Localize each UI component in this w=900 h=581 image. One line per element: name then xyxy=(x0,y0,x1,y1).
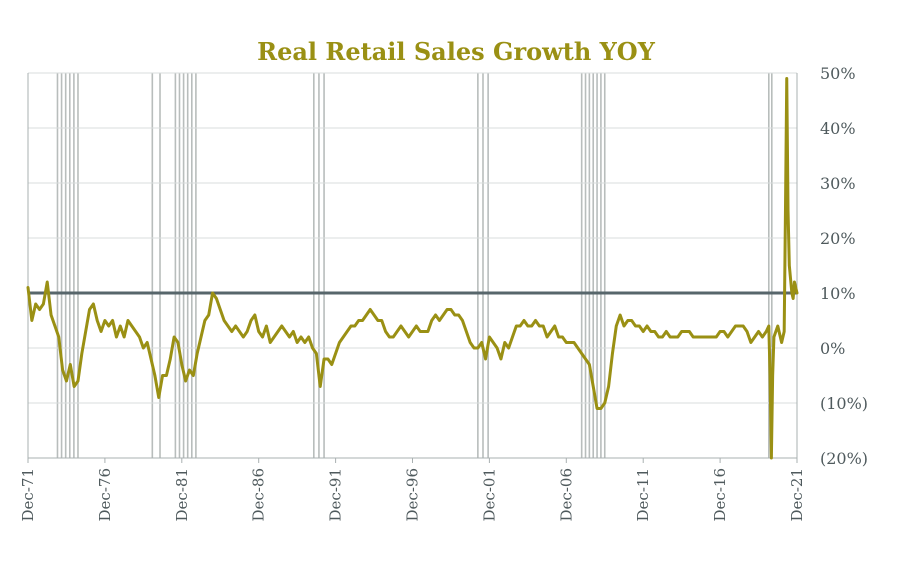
recession-band xyxy=(477,73,489,458)
y-tick-label: (20%) xyxy=(820,449,868,468)
recession-band xyxy=(313,73,325,458)
x-tick-label: Dec-86 xyxy=(250,468,268,521)
x-tick-label: Dec-71 xyxy=(19,468,37,521)
recession-band xyxy=(56,73,79,458)
y-tick-label: 0% xyxy=(820,339,845,358)
series-group xyxy=(26,77,799,460)
x-tick-label: Dec-76 xyxy=(96,468,114,521)
x-axis-ticks: Dec-71 Dec-76 Dec-81 Dec-86 Dec-91 Dec-96 Dec-… xyxy=(19,458,806,521)
y-tick-label: 30% xyxy=(820,174,856,193)
x-tick-label: Dec-21 xyxy=(788,468,806,521)
x-tick-label: Dec-91 xyxy=(327,468,345,521)
x-tick-label: Dec-16 xyxy=(711,468,729,521)
y-tick-label: 10% xyxy=(820,284,856,303)
recession-band xyxy=(580,73,606,458)
y-tick-label: 20% xyxy=(820,229,856,248)
series-line xyxy=(26,77,799,460)
axes xyxy=(27,73,798,459)
x-tick-label: Dec-81 xyxy=(173,468,191,521)
y-tick-label: 50% xyxy=(820,64,856,83)
y-axis-ticks: 50% 40% 30% 20% 10% 0% (10%) (20%) xyxy=(820,64,868,468)
x-tick-label: Dec-96 xyxy=(404,468,422,521)
x-tick-label: Dec-06 xyxy=(557,468,575,521)
recession-band xyxy=(174,73,197,458)
y-tick-label: (10%) xyxy=(820,394,868,413)
gridlines xyxy=(28,72,797,459)
chart-title: Real Retail Sales Growth YOY xyxy=(257,37,656,66)
x-tick-label: Dec-01 xyxy=(480,468,498,521)
y-tick-label: 40% xyxy=(820,119,856,138)
recession-bands xyxy=(56,73,773,458)
x-tick-label: Dec-11 xyxy=(634,468,652,521)
recession-band xyxy=(151,73,161,458)
